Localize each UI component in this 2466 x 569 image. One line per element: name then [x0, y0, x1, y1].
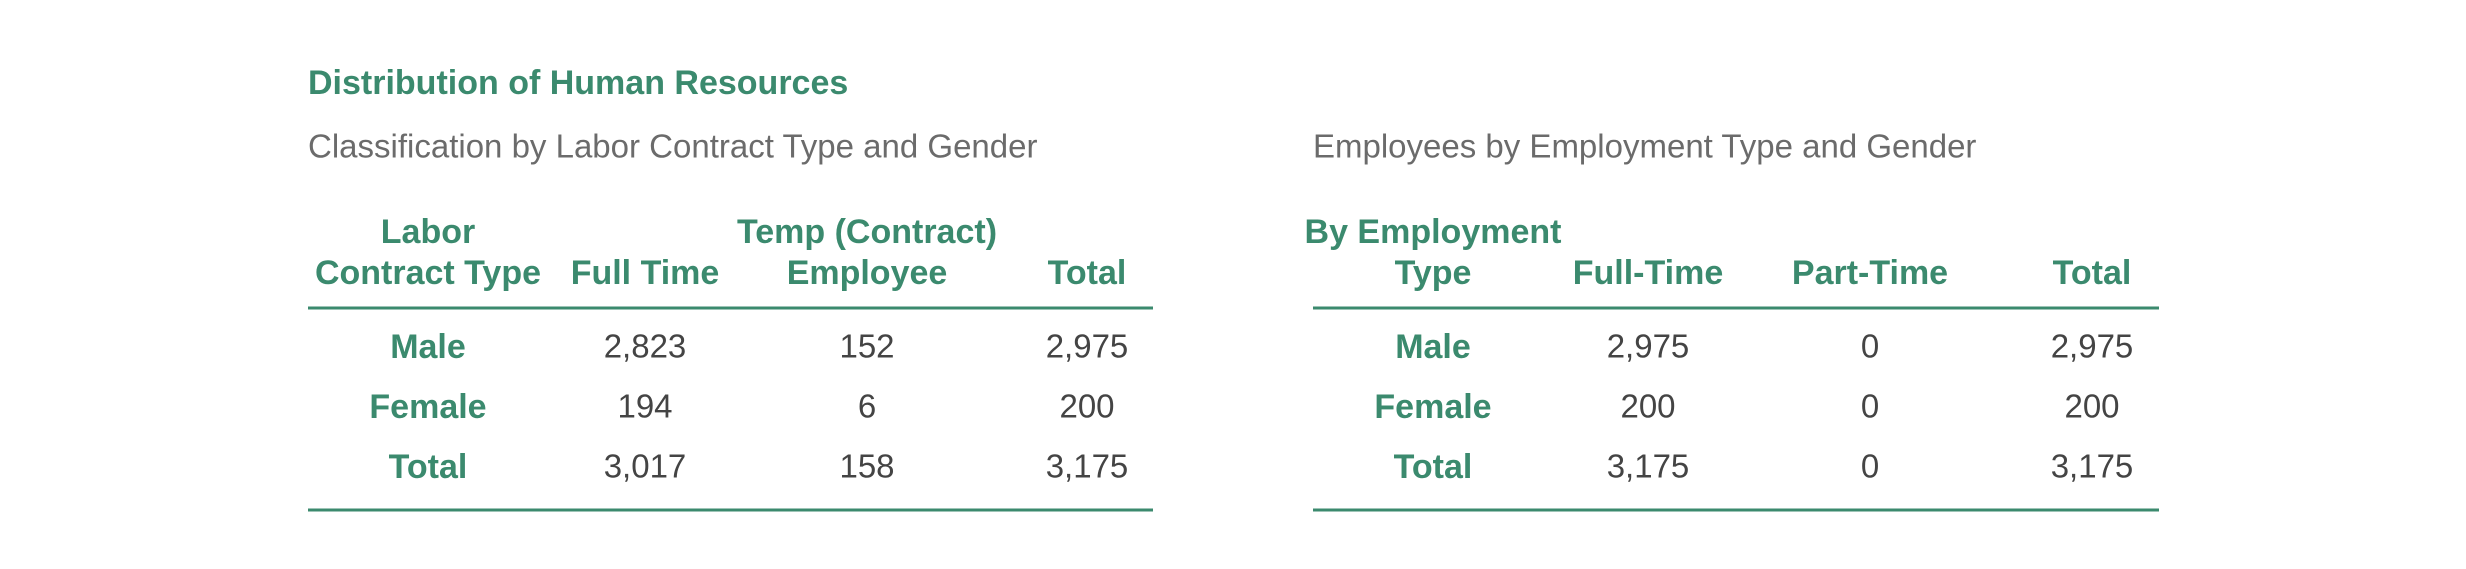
- cell: 200: [2064, 388, 2119, 425]
- column-header: Type: [1395, 254, 1472, 292]
- table-subtitle: Employees by Employment Type and Gender: [1313, 128, 1976, 165]
- row-label: Male: [1395, 328, 1471, 366]
- cell: 158: [839, 448, 894, 485]
- column-header: Part-Time: [1792, 254, 1948, 292]
- cell: 200: [1620, 388, 1675, 425]
- column-header: Total: [2053, 254, 2132, 292]
- cell: 200: [1059, 388, 1114, 425]
- cell: 0: [1861, 328, 1879, 365]
- cell: 2,823: [604, 328, 687, 365]
- cell: 3,175: [1607, 448, 1690, 485]
- column-header: Contract Type: [315, 254, 541, 292]
- cell: 152: [839, 328, 894, 365]
- cell: 2,975: [1046, 328, 1129, 365]
- column-header: Full-Time: [1573, 254, 1724, 292]
- cell: 3,175: [1046, 448, 1129, 485]
- cell: 0: [1861, 388, 1879, 425]
- cell: 194: [617, 388, 672, 425]
- column-header: Total: [1048, 254, 1127, 292]
- column-header: Labor: [381, 213, 475, 251]
- cell: 2,975: [2051, 328, 2134, 365]
- cell: 3,175: [2051, 448, 2134, 485]
- column-header: By Employment: [1305, 213, 1562, 251]
- table-subtitle: Classification by Labor Contract Type an…: [308, 128, 1037, 165]
- row-label: Female: [1374, 388, 1491, 426]
- row-label: Total: [389, 448, 468, 486]
- row-label: Total: [1394, 448, 1473, 486]
- row-label: Male: [390, 328, 466, 366]
- column-header: Employee: [787, 254, 948, 292]
- cell: 0: [1861, 448, 1879, 485]
- row-label: Female: [369, 388, 486, 426]
- column-header: Full Time: [571, 254, 720, 292]
- cell: 6: [858, 388, 876, 425]
- cell: 2,975: [1607, 328, 1690, 365]
- cell: 3,017: [604, 448, 687, 485]
- page-title: Distribution of Human Resources: [308, 64, 848, 102]
- column-header: Temp (Contract): [737, 213, 997, 251]
